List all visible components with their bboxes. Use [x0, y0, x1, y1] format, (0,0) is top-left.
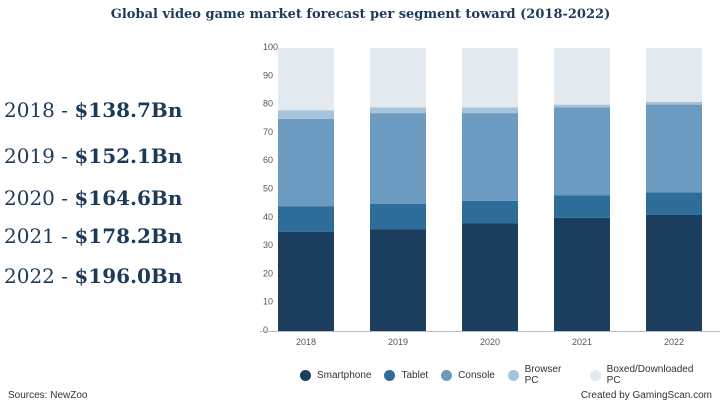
- y-tick-label: 60: [263, 155, 273, 165]
- bar-segment: [462, 113, 518, 201]
- summary-row-2022: 2022 - $196.0Bn: [4, 264, 182, 288]
- legend-item: Smartphone: [300, 369, 372, 381]
- y-tick-label: 70: [263, 127, 273, 137]
- legend-item: Browser PC: [507, 364, 577, 386]
- y-tick-label: 0: [263, 325, 268, 335]
- bar-segment: [370, 107, 426, 114]
- summary-value: $164.6Bn: [74, 186, 183, 210]
- bar-segment: [462, 223, 518, 331]
- y-tick-label: 30: [263, 240, 273, 250]
- y-tick-label: 20: [263, 268, 273, 278]
- summary-row-2018: 2018 - $138.7Bn: [4, 98, 182, 122]
- bar-segment: [278, 118, 334, 207]
- bar-segment: [462, 107, 518, 114]
- credit-note: Created by GamingScan.com: [580, 390, 712, 401]
- bar-segment: [462, 200, 518, 224]
- bar-segment: [370, 203, 426, 230]
- x-tick-label: 2022: [664, 337, 684, 347]
- legend-item: Tablet: [384, 369, 429, 381]
- bar-segment: [554, 48, 610, 105]
- bar-segment: [278, 110, 334, 119]
- bar-segment: [646, 192, 702, 215]
- summary-separator: -: [54, 144, 75, 168]
- legend-item: Console: [441, 369, 495, 381]
- bar-segment: [462, 48, 518, 108]
- legend-swatch: [300, 369, 311, 381]
- summary-year: 2018: [4, 98, 55, 122]
- bar-segment: [370, 113, 426, 204]
- chart-title: Global video game market forecast per se…: [110, 7, 611, 22]
- bar-segment: [554, 195, 610, 218]
- y-tick-label: 10: [263, 297, 273, 307]
- bar-segment: [646, 101, 702, 105]
- legend-swatch: [384, 369, 396, 381]
- legend-label: Boxed/Downloaded PC: [606, 364, 694, 386]
- y-tick-label: 80: [263, 99, 273, 109]
- bar-segment: [278, 48, 334, 111]
- y-tick-label: 40: [263, 212, 273, 222]
- bar-segment: [554, 107, 610, 196]
- legend-swatch: [507, 369, 519, 381]
- x-tick-label: 2020: [480, 337, 500, 347]
- bar-segment: [554, 104, 610, 108]
- summary-row-2021: 2021 - $178.2Bn: [4, 224, 182, 248]
- chart-legend: Smartphone Tablet Console Browser PC Boxed/D…: [300, 364, 721, 386]
- x-tick-label: 2018: [296, 337, 316, 347]
- bar-segment: [554, 217, 610, 331]
- legend-item: Boxed/Downloaded PC: [589, 364, 708, 386]
- bar-segment: [646, 48, 702, 102]
- summary-value: $178.2Bn: [74, 224, 183, 248]
- summary-separator: -: [54, 186, 75, 210]
- bar-segment: [646, 214, 702, 331]
- summary-row-2020: 2020 - $164.6Bn: [4, 186, 182, 210]
- summary-year: 2022: [4, 264, 55, 288]
- legend-label: Browser PC: [524, 364, 562, 386]
- x-tick-label: 2021: [572, 337, 592, 347]
- summary-value: $196.0Bn: [74, 264, 183, 288]
- y-tick-label: 90: [263, 70, 273, 80]
- legend-swatch: [441, 369, 453, 381]
- summary-separator: -: [54, 264, 75, 288]
- legend-label: Tablet: [401, 369, 429, 381]
- summary-year: 2020: [4, 186, 55, 210]
- summary-year: 2019: [4, 144, 55, 168]
- bar-segment: [370, 48, 426, 108]
- x-tick-label: 2019: [388, 337, 408, 347]
- sources-note: Sources: NewZoo: [8, 390, 88, 401]
- legend-label: Console: [458, 369, 495, 381]
- legend-label: Smartphone: [317, 369, 372, 381]
- bar-segment: [278, 206, 334, 232]
- summary-value: $152.1Bn: [74, 144, 183, 168]
- y-tick-label: 50: [263, 184, 273, 194]
- summary-separator: -: [54, 224, 75, 248]
- summary-year: 2021: [4, 224, 55, 248]
- bar-segment: [370, 229, 426, 331]
- summary-separator: -: [54, 98, 75, 122]
- legend-swatch: [589, 369, 601, 381]
- summary-value: $138.7Bn: [74, 98, 183, 122]
- y-tick-label: 100: [263, 42, 278, 52]
- bar-segment: [646, 104, 702, 193]
- bar-segment: [278, 231, 334, 331]
- summary-row-2019: 2019 - $152.1Bn: [4, 144, 182, 168]
